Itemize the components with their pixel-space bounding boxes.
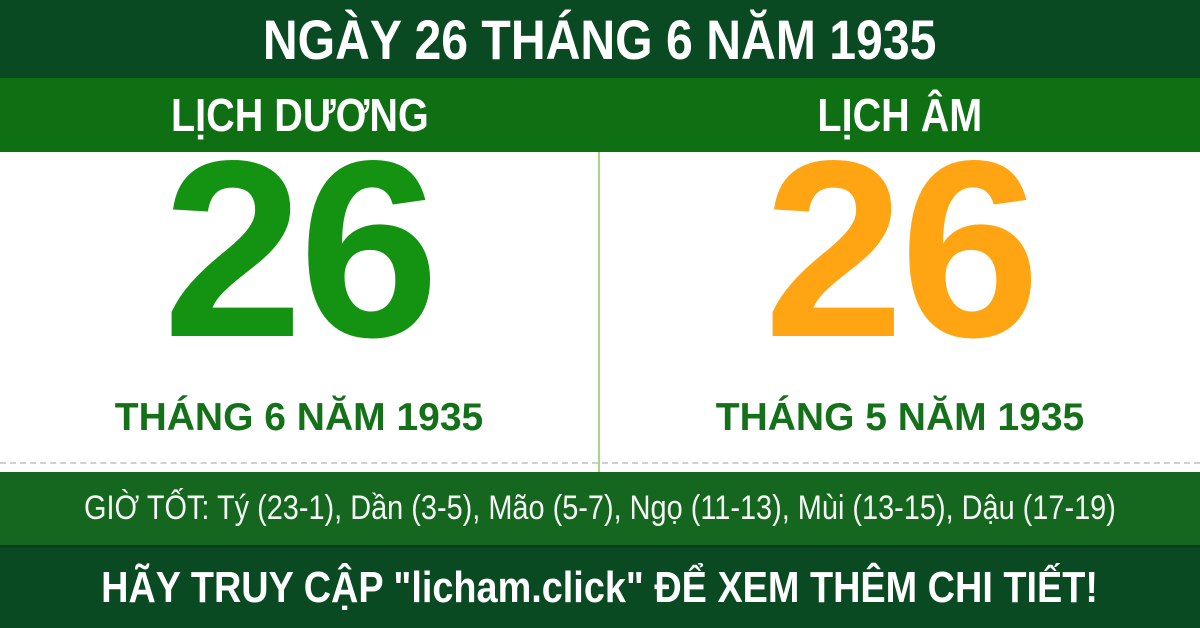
calendar-type-band: LỊCH DƯƠNG LỊCH ÂM: [0, 78, 1200, 152]
lunar-calendar-label: LỊCH ÂM: [817, 89, 983, 141]
good-hours-text: GIỜ TỐT: Tý (23-1), Dần (3-5), Mão (5-7)…: [84, 489, 1116, 527]
day-area: 26 THÁNG 6 NĂM 1935 26 THÁNG 5 NĂM 1935: [0, 124, 1200, 472]
footer-cta-text: HÃY TRUY CẬP "licham.click" ĐỂ XEM THÊM …: [101, 562, 1099, 612]
solar-label-cell: LỊCH DƯƠNG: [0, 78, 600, 152]
solar-panel: 26 THÁNG 6 NĂM 1935: [0, 124, 600, 472]
lunar-label-cell: LỊCH ÂM: [600, 78, 1200, 152]
solar-day-number: 26: [162, 109, 439, 390]
lunar-day-number: 26: [763, 109, 1040, 390]
solar-calendar-label: LỊCH DƯƠNG: [171, 89, 429, 141]
good-hours-bar: GIỜ TỐT: Tý (23-1), Dần (3-5), Mão (5-7)…: [0, 472, 1200, 545]
solar-month-year: THÁNG 6 NĂM 1935: [114, 396, 484, 439]
lunar-panel: 26 THÁNG 5 NĂM 1935: [600, 124, 1200, 472]
header: NGÀY 26 THÁNG 6 NĂM 1935: [0, 0, 1200, 78]
footer: HÃY TRUY CẬP "licham.click" ĐỂ XEM THÊM …: [0, 545, 1200, 628]
lunar-month-year: THÁNG 5 NĂM 1935: [715, 396, 1085, 439]
page-title: NGÀY 26 THÁNG 6 NĂM 1935: [263, 7, 937, 71]
